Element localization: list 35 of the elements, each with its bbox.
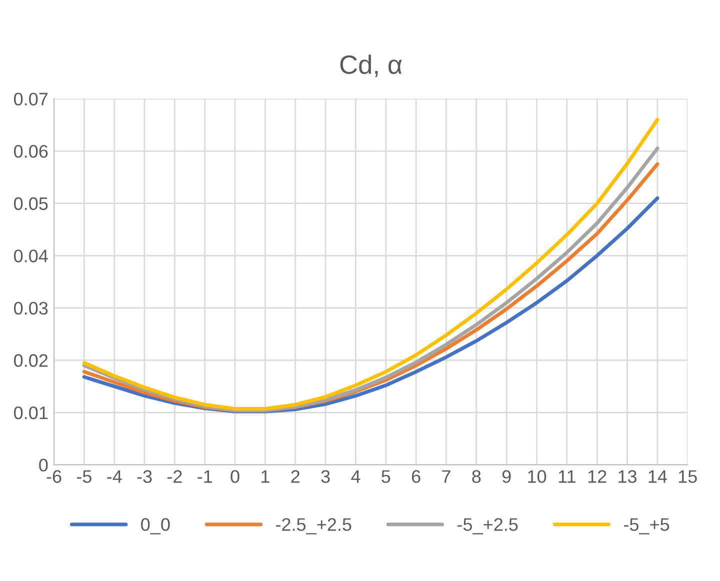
legend-label: 0_0 <box>141 518 170 534</box>
x-tick-label: -3 <box>137 470 152 483</box>
x-tick-label: 11 <box>558 470 576 483</box>
x-tick-label: 0 <box>230 470 240 483</box>
x-tick-label: 6 <box>412 470 420 483</box>
x-tick-label: 10 <box>528 470 546 483</box>
y-tick-label: 0.03 <box>14 302 48 315</box>
legend-label: -2.5_+2.5 <box>276 518 352 534</box>
chart-title: Cd, α <box>340 54 402 78</box>
x-tick-label: 15 <box>678 470 697 483</box>
x-tick-label: 5 <box>382 470 390 483</box>
x-tick-label: 12 <box>588 470 606 483</box>
y-tick-label: 0.02 <box>14 354 48 367</box>
y-tick-label: 0.07 <box>14 92 48 106</box>
y-tick-label: 0.05 <box>14 197 48 210</box>
x-tick-label: -5 <box>76 470 92 483</box>
legend-label: -5_+2.5 <box>458 518 518 534</box>
x-tick-label: -1 <box>198 470 212 483</box>
x-tick-label: 14 <box>648 470 667 483</box>
y-tick-label: 0.06 <box>14 144 48 158</box>
x-tick-label: 3 <box>321 470 330 483</box>
x-tick-label: -6 <box>46 470 62 483</box>
y-tick-label: 0.01 <box>14 406 48 420</box>
x-tick-label: 8 <box>472 470 481 483</box>
legend-label: -5_+5 <box>624 518 670 534</box>
x-tick-label: 9 <box>502 470 511 483</box>
x-tick-label: 13 <box>618 470 637 483</box>
x-tick-label: 7 <box>442 470 450 483</box>
y-tick-label: 0 <box>39 458 48 472</box>
x-tick-label: 4 <box>351 470 360 483</box>
x-tick-label: -2 <box>167 470 182 483</box>
y-tick-label: 0.04 <box>14 250 48 262</box>
x-tick-label: 1 <box>262 470 270 483</box>
x-tick-label: -4 <box>107 470 122 483</box>
x-tick-label: 2 <box>291 470 300 483</box>
